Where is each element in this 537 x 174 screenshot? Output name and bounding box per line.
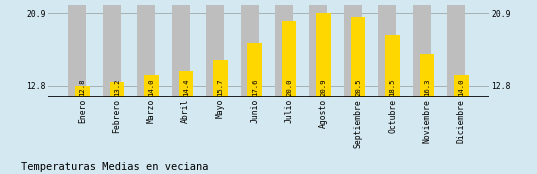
Bar xyxy=(110,82,124,97)
Text: 15.7: 15.7 xyxy=(217,79,223,96)
Bar xyxy=(206,5,224,97)
Text: 14.0: 14.0 xyxy=(459,79,465,96)
Bar xyxy=(213,60,228,97)
Text: 14.4: 14.4 xyxy=(183,79,189,96)
Bar xyxy=(316,13,331,97)
Bar xyxy=(309,5,328,97)
Bar xyxy=(351,17,365,97)
Bar xyxy=(179,72,193,97)
Bar xyxy=(385,35,400,97)
Bar xyxy=(172,5,190,97)
Bar xyxy=(344,5,362,97)
Bar xyxy=(447,5,465,97)
Text: 20.0: 20.0 xyxy=(286,79,292,96)
Text: 18.5: 18.5 xyxy=(389,79,396,96)
Bar xyxy=(144,75,158,97)
Bar xyxy=(241,5,258,97)
Text: 13.2: 13.2 xyxy=(114,79,120,96)
Text: Temperaturas Medias en veciana: Temperaturas Medias en veciana xyxy=(21,162,209,172)
Text: 16.3: 16.3 xyxy=(424,79,430,96)
Bar xyxy=(420,54,434,97)
Bar xyxy=(275,5,293,97)
Text: 20.9: 20.9 xyxy=(321,79,326,96)
Text: 20.5: 20.5 xyxy=(355,79,361,96)
Bar xyxy=(248,43,262,97)
Bar xyxy=(68,5,86,97)
Text: 17.6: 17.6 xyxy=(252,79,258,96)
Bar xyxy=(75,86,90,97)
Bar xyxy=(413,5,431,97)
Bar xyxy=(103,5,121,97)
Bar xyxy=(282,21,296,97)
Bar xyxy=(379,5,396,97)
Bar xyxy=(137,5,155,97)
Text: 12.8: 12.8 xyxy=(79,79,85,96)
Bar xyxy=(454,75,469,97)
Text: 14.0: 14.0 xyxy=(148,79,154,96)
